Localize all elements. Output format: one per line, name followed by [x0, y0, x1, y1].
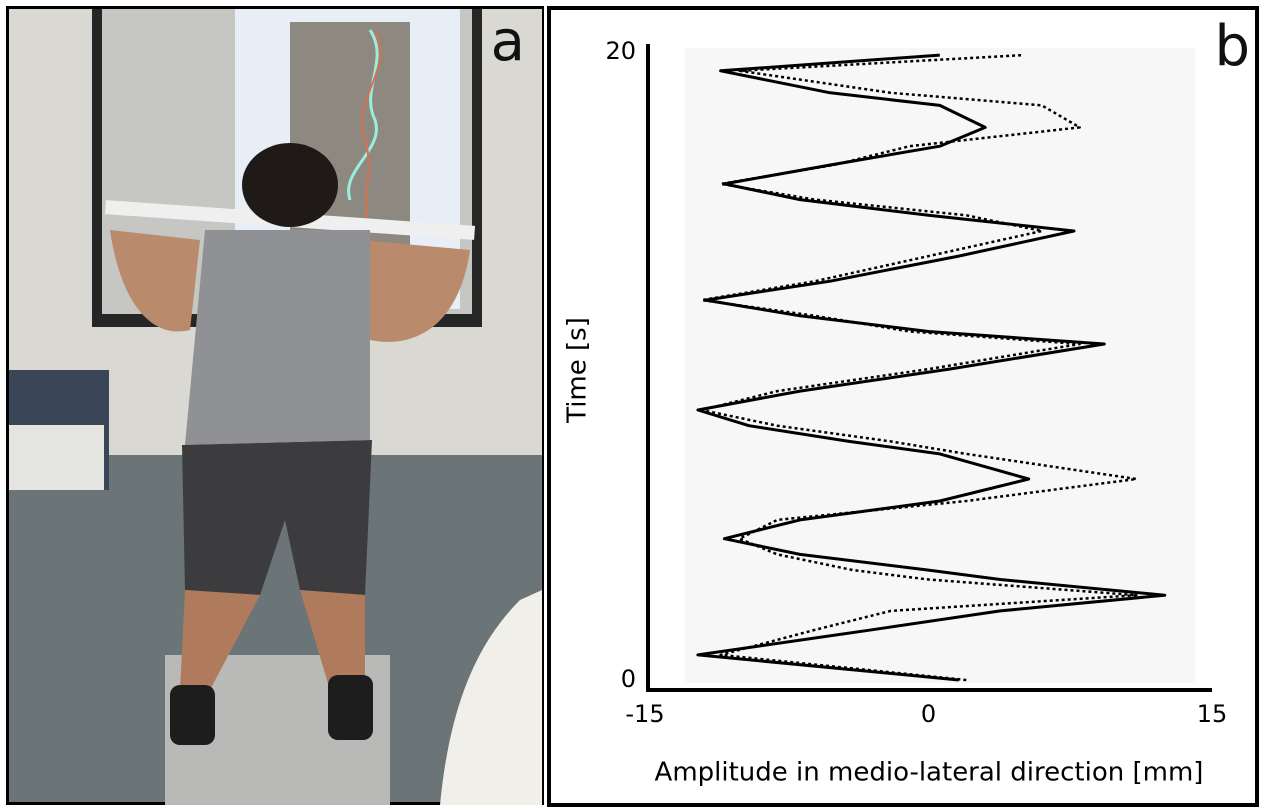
time-tick-label: 20 [605, 37, 636, 65]
amplitude-tick-label: 0 [921, 700, 936, 728]
x-axis-label: Amplitude in medio-lateral direction [mm… [655, 758, 1204, 788]
amplitude-tick-label: 15 [1197, 700, 1228, 728]
head [242, 143, 338, 227]
shirt [185, 230, 370, 445]
shoe [328, 675, 373, 740]
time-tick-label: 0 [621, 665, 636, 693]
figure: a b Time [s] Amplitude in medio-lateral … [0, 0, 1262, 809]
photo: a [6, 6, 544, 805]
y-axis-label: Time [s] [563, 317, 593, 424]
panel-label: a [491, 9, 525, 74]
amplitude-tick-label: -15 [625, 700, 664, 728]
shoe [170, 685, 215, 745]
panel-label: b [1214, 14, 1250, 79]
desk [9, 425, 104, 490]
